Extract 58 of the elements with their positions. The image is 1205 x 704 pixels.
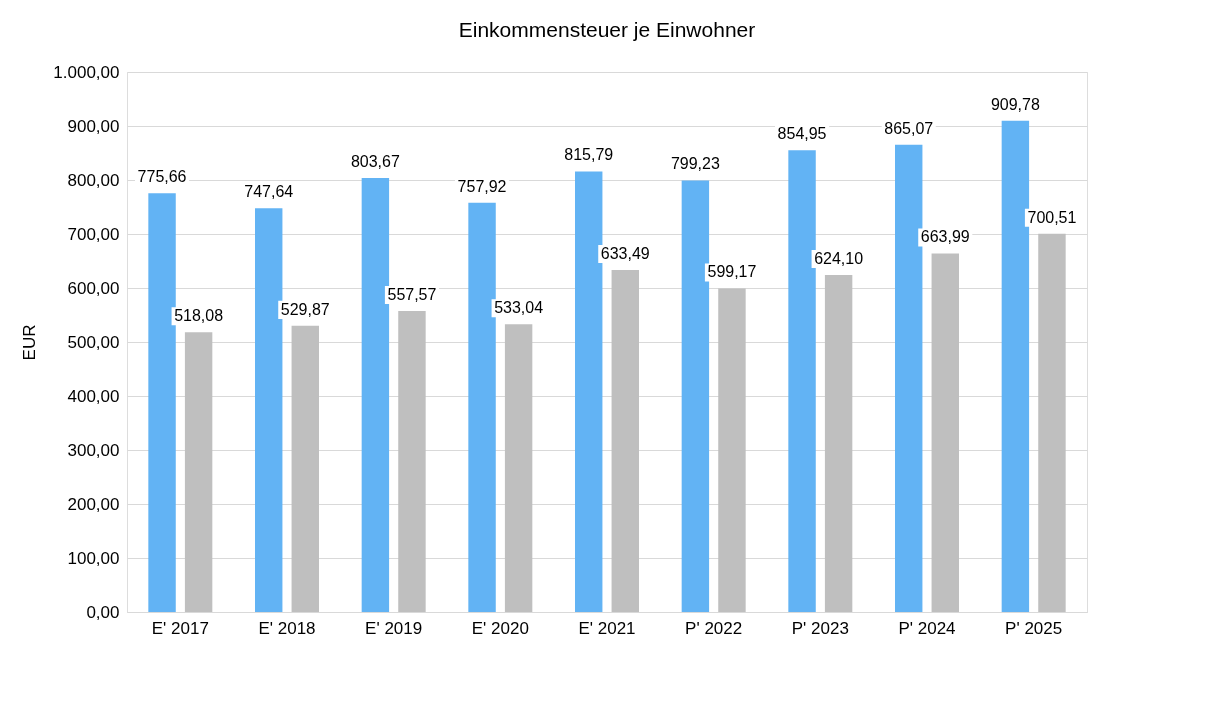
bar <box>824 274 853 612</box>
data-label: 775,66 <box>137 168 187 186</box>
x-tick-label: E' 2017 <box>151 618 209 638</box>
y-tick-label: 0,00 <box>86 602 120 622</box>
data-label: 533,04 <box>494 299 544 317</box>
data-label: 599,17 <box>707 263 757 281</box>
data-label: 757,92 <box>457 177 507 195</box>
x-tick-label: P' 2025 <box>1005 618 1063 638</box>
data-label: 815,79 <box>564 146 614 164</box>
data-label: 624,10 <box>814 249 864 267</box>
y-tick-label: 100,00 <box>67 548 120 568</box>
x-tick-label: P' 2023 <box>791 618 849 638</box>
bar <box>931 253 959 612</box>
y-axis-title: EUR <box>20 324 40 361</box>
bar <box>184 332 213 612</box>
data-label: 518,08 <box>174 307 224 325</box>
data-label: 865,07 <box>884 119 934 137</box>
y-tick-label: 1.000,00 <box>53 62 120 82</box>
chart-title: Einkommensteuer je Einwohner <box>458 18 756 41</box>
bar <box>788 150 816 612</box>
bar <box>681 180 710 612</box>
bar <box>361 178 390 612</box>
y-tick-label: 400,00 <box>67 386 120 406</box>
y-tick-label: 700,00 <box>67 224 120 244</box>
data-label: 803,67 <box>350 153 400 171</box>
y-tick-label: 900,00 <box>67 116 120 136</box>
x-tick-label: E' 2020 <box>471 618 529 638</box>
y-tick-label: 300,00 <box>67 440 120 460</box>
bar <box>468 202 496 612</box>
bar <box>398 310 426 612</box>
y-tick-label: 500,00 <box>67 332 120 352</box>
x-tick-label: E' 2019 <box>365 618 423 638</box>
data-label: 854,95 <box>777 125 827 143</box>
bar <box>255 208 283 612</box>
bar <box>291 325 319 612</box>
bar <box>148 193 176 612</box>
y-tick-label: 600,00 <box>67 278 120 298</box>
data-label: 663,99 <box>920 228 970 246</box>
data-label: 529,87 <box>280 300 330 318</box>
bar <box>1001 120 1030 612</box>
x-tick-label: E' 2018 <box>258 618 316 638</box>
bar <box>718 288 746 612</box>
y-tick-label: 800,00 <box>67 170 120 190</box>
bar <box>504 324 533 612</box>
data-label: 700,51 <box>1027 208 1077 226</box>
bar <box>611 269 639 612</box>
data-label: 909,78 <box>990 95 1040 113</box>
y-tick-label: 200,00 <box>67 494 120 514</box>
x-tick-label: P' 2024 <box>898 618 956 638</box>
x-tick-label: E' 2021 <box>578 618 636 638</box>
data-label: 799,23 <box>670 155 720 173</box>
bar <box>895 144 923 612</box>
x-tick-label: P' 2022 <box>685 618 743 638</box>
bar <box>1038 233 1066 612</box>
bar <box>575 171 603 612</box>
data-label: 747,64 <box>244 183 294 201</box>
data-label: 633,49 <box>600 244 650 262</box>
data-label: 557,57 <box>387 285 437 303</box>
